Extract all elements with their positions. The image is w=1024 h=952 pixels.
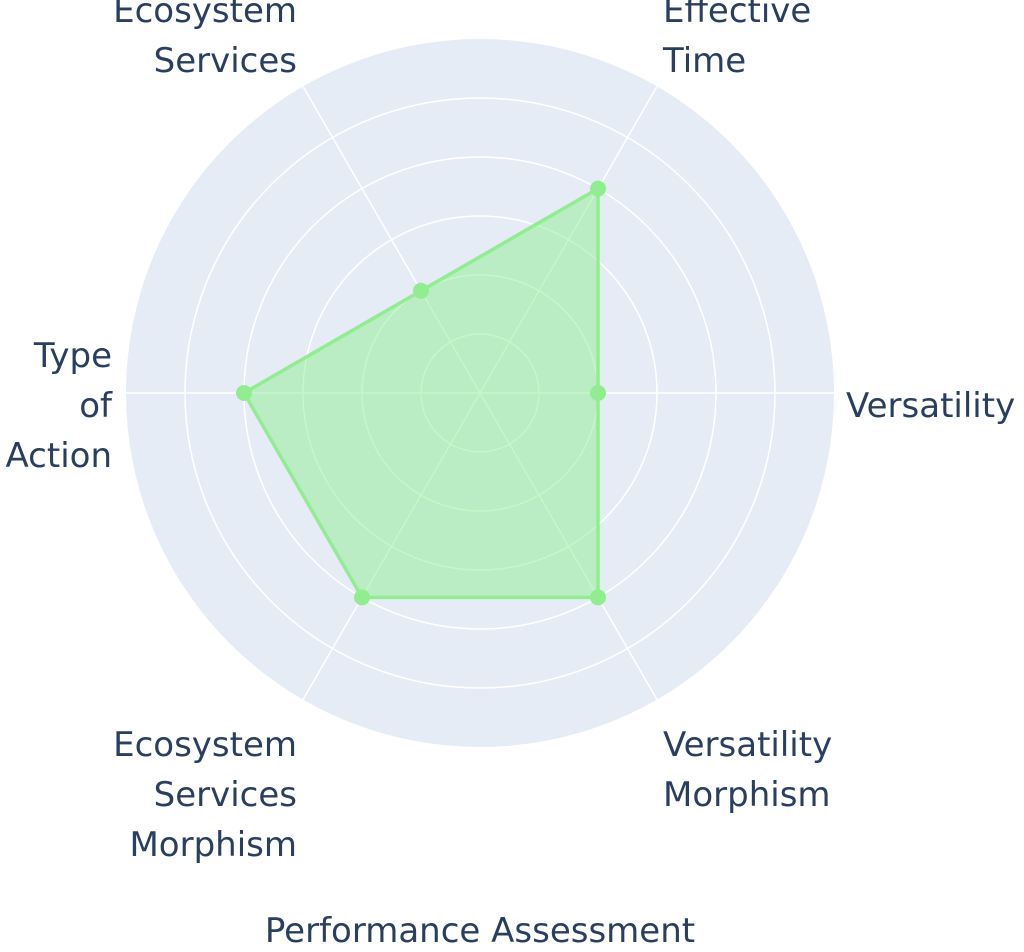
axis-label-layer: Versatility Effective Time Ecosystem Service…: [6, 0, 1016, 865]
data-point: [354, 589, 370, 606]
axis-label-line: Effective: [663, 0, 811, 31]
data-point: [413, 282, 429, 299]
axis-label: Ecosystem Services: [113, 0, 297, 81]
axis-label-line: Action: [6, 436, 112, 476]
axis-label-line: Services: [154, 41, 297, 81]
axis-label: Ecosystem Services Morphism: [113, 725, 297, 865]
data-point: [590, 385, 606, 401]
axis-label: Effective Time: [662, 0, 811, 81]
axis-label-line: Time: [662, 41, 746, 81]
data-point: [590, 589, 606, 606]
axis-label: Versatility Morphism: [663, 725, 832, 815]
axis-label-line: Morphism: [663, 775, 831, 815]
axis-label-line: Morphism: [129, 825, 297, 865]
axis-label-line: Services: [154, 775, 297, 815]
series-layer: [236, 180, 606, 606]
axis-label: Versatility: [846, 386, 1015, 426]
data-point: [236, 385, 252, 401]
axis-label-line: Ecosystem: [113, 725, 297, 765]
data-point: [590, 180, 606, 197]
radial-gridline: [184, 97, 776, 689]
axis-label: Type of Action: [6, 336, 114, 476]
axis-label-line: Versatility: [846, 386, 1015, 426]
axis-label-line: of: [79, 386, 113, 426]
axis-label-line: Type: [33, 336, 112, 376]
chart-title: Performance Assessment: [265, 911, 695, 948]
axis-label-line: Ecosystem: [113, 0, 297, 31]
axis-label-line: Versatility: [663, 725, 832, 765]
